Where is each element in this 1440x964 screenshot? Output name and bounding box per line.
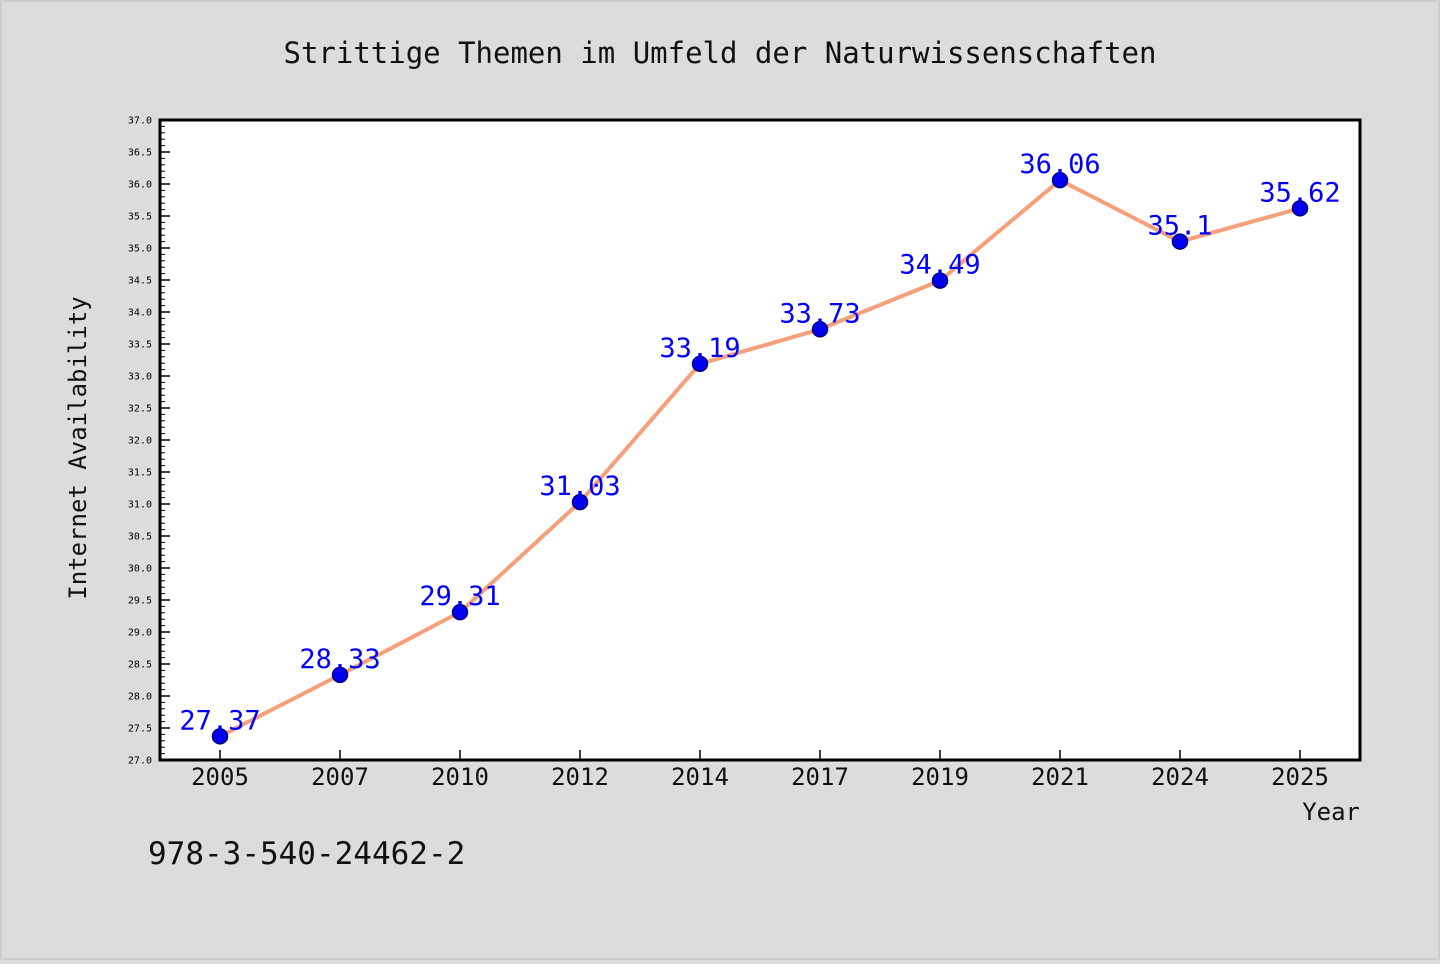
y-tick-label: 29.5 [128,596,152,607]
data-point [571,493,589,511]
data-point [1291,200,1309,217]
x-tick-label: 2014 [671,763,729,791]
data-label: 31.03 [539,471,620,502]
data-label: 36.06 [1019,149,1100,180]
y-tick-label: 32.0 [128,436,152,447]
data-point [451,603,469,621]
y-axis: 27.0 27.5 28.0 28.5 29.0 29.5 30.0 30.5 31.0 31.5… [128,116,170,767]
y-tick-label: 34.5 [128,276,152,287]
y-tick-label: 28.5 [128,660,152,671]
data-label: 29.31 [419,581,500,612]
y-tick-label: 37.0 [128,116,152,127]
series-line [218,178,1302,739]
data-point [811,321,829,338]
chart-title: Strittige Themen im Umfeld der Naturwiss… [284,36,1157,70]
y-tick-label: 35.5 [128,212,152,223]
data-point [691,355,709,373]
y-tick-label: 34.0 [128,308,152,319]
x-tick-label: 2017 [791,763,849,791]
x-axis-label: Year [1302,798,1360,826]
y-tick-label: 33.5 [128,340,152,351]
y-axis-label: Internet Availability [64,296,92,599]
data-point [331,666,349,684]
x-tick-label: 2019 [911,763,969,791]
data-label: 33.73 [779,298,860,329]
x-tick-label: 2025 [1271,763,1329,791]
y-tick-label: 35.0 [128,244,152,255]
y-tick-label: 28.0 [128,692,152,703]
plot-area [158,118,1362,762]
data-label: 27.37 [179,705,260,736]
y-tick-label: 31.0 [128,500,152,511]
y-tick-label: 29.0 [128,628,152,639]
y-tick-label: 33.0 [128,372,152,383]
y-tick-label: 30.0 [128,564,152,575]
data-label: 35.62 [1259,177,1340,208]
x-tick-label: 2010 [431,763,489,791]
data-label: 33.19 [659,333,740,364]
isbn-annotation: 978-3-540-24462-2 [148,836,465,872]
x-tick-label: 2007 [311,763,369,791]
x-tick-label: 2021 [1031,763,1089,791]
data-point [1051,171,1069,189]
x-tick-label: 2024 [1151,763,1209,791]
x-axis: 2005 2007 2010 2012 2014 2017 2019 2021 2024 2025 [191,750,1329,791]
data-label: 35.1 [1147,211,1212,242]
data-label: 34.49 [899,250,980,281]
y-tick-label: 36.0 [128,180,152,191]
y-tick-label: 36.5 [128,148,152,159]
data-point [931,272,949,289]
data-series: 27.37 28.33 29.31 31.03 33.19 33.73 34.49 36.06… [179,149,1341,745]
y-tick-label: 30.5 [128,532,152,543]
data-point [211,728,229,745]
y-tick-label: 31.5 [128,468,152,479]
data-label: 28.33 [299,644,380,675]
data-point [1171,233,1189,250]
y-tick-label: 32.5 [128,404,152,415]
y-tick-label: 27.0 [128,756,152,767]
x-tick-label: 2005 [191,763,249,791]
y-tick-label: 27.5 [128,724,152,735]
x-tick-label: 2012 [551,763,609,791]
